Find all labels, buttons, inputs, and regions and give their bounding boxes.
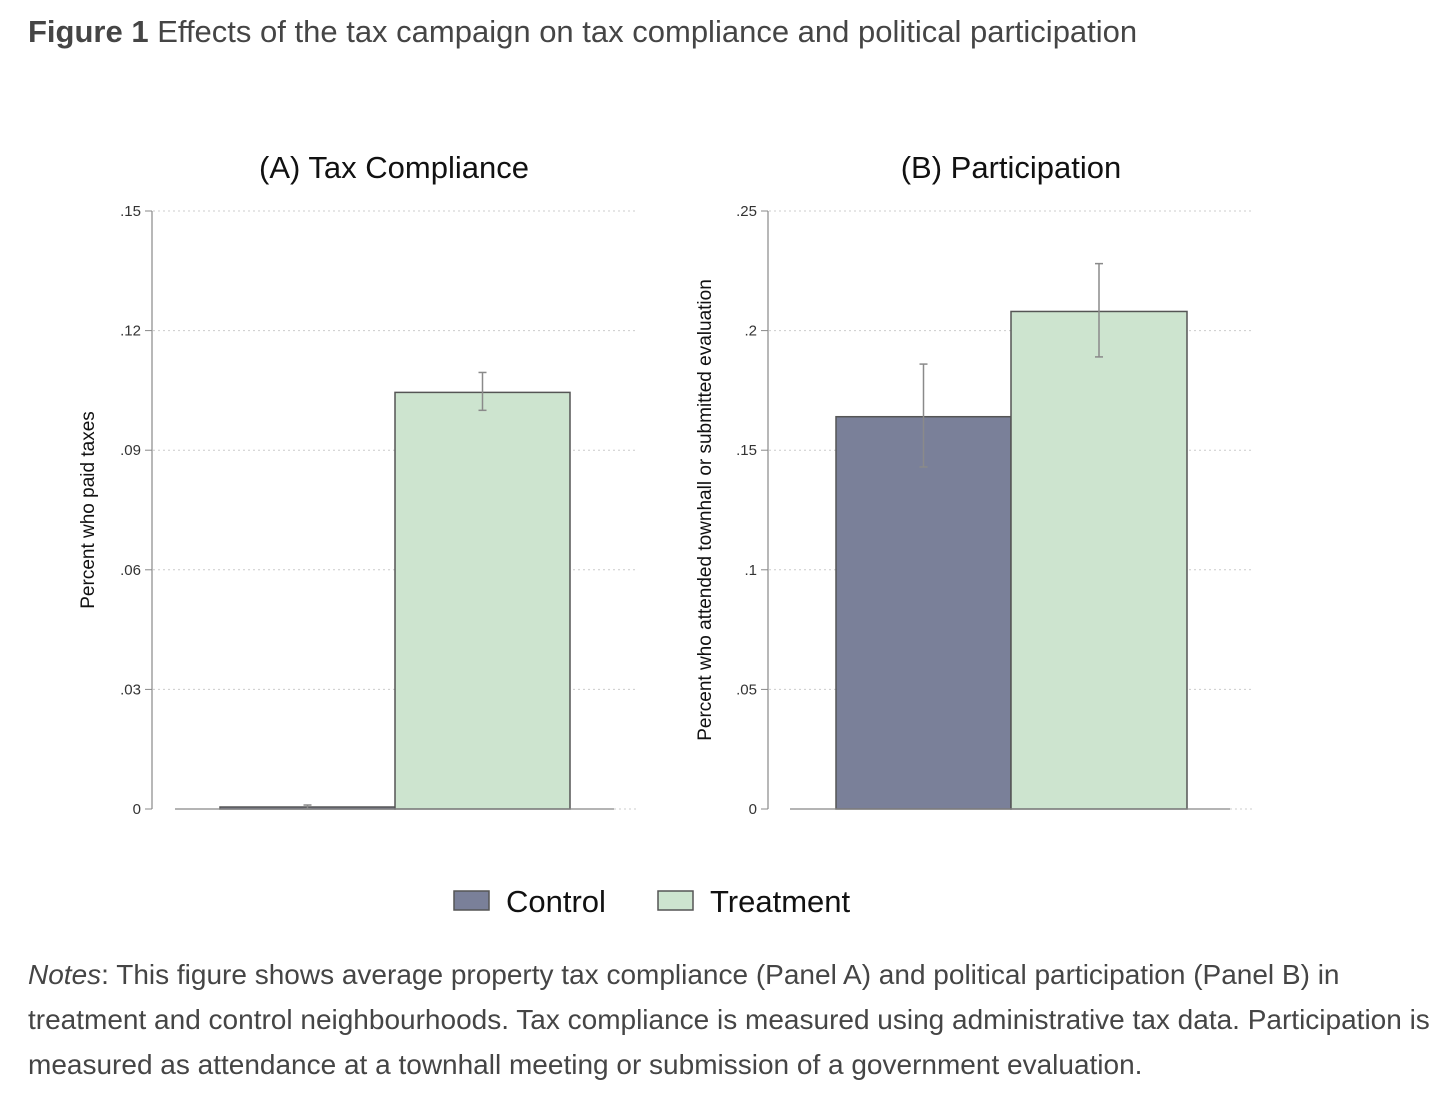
bar-a-treatment (394, 391, 571, 810)
y-axis-label-a: Percent who paid taxes (78, 411, 99, 609)
notes-text: : This figure shows average property tax… (28, 959, 1430, 1080)
y-tick-label-b: 0 (749, 801, 757, 818)
y-tick-label-b: .1 (744, 562, 757, 579)
y-tick-label-a: .03 (120, 681, 141, 698)
figure-chart: 0 .03 .06 .09 .12 .15 (A) Tax Compliance Percen… (78, 150, 1252, 919)
legend-label-treatment: Treatment (710, 884, 851, 919)
figure-notes: Notes: This figure shows average propert… (28, 952, 1438, 1087)
bar-b-control (835, 415, 1012, 810)
y-tick-label-a: .12 (120, 323, 141, 340)
y-tick-label-a: .06 (120, 562, 141, 579)
y-tick-label-a: .09 (120, 442, 141, 459)
panel-title-b: (B) Participation (901, 150, 1122, 185)
bar-b-treatment (1010, 310, 1188, 810)
notes-label: Notes (28, 959, 102, 990)
figure-title: Figure 1 Effects of the tax campaign on … (28, 14, 1137, 50)
y-tick-label-b: .2 (744, 323, 757, 340)
y-tick-label-a: 0 (133, 801, 141, 818)
y-tick-label-b: .15 (736, 442, 757, 459)
legend-label-control: Control (506, 884, 606, 919)
legend-swatch-treatment (657, 890, 694, 911)
y-tick-label-a: .15 (120, 203, 141, 220)
legend-swatch-control (453, 890, 490, 911)
y-axis-label-b: Percent who attended townhall or submitt… (695, 279, 716, 741)
figure-title-text: Effects of the tax campaign on tax compl… (157, 14, 1138, 49)
panel-title-a: (A) Tax Compliance (259, 150, 529, 185)
figure-label: Figure 1 (28, 14, 149, 49)
y-tick-label-b: .05 (736, 681, 757, 698)
y-tick-label-b: .25 (736, 203, 757, 220)
